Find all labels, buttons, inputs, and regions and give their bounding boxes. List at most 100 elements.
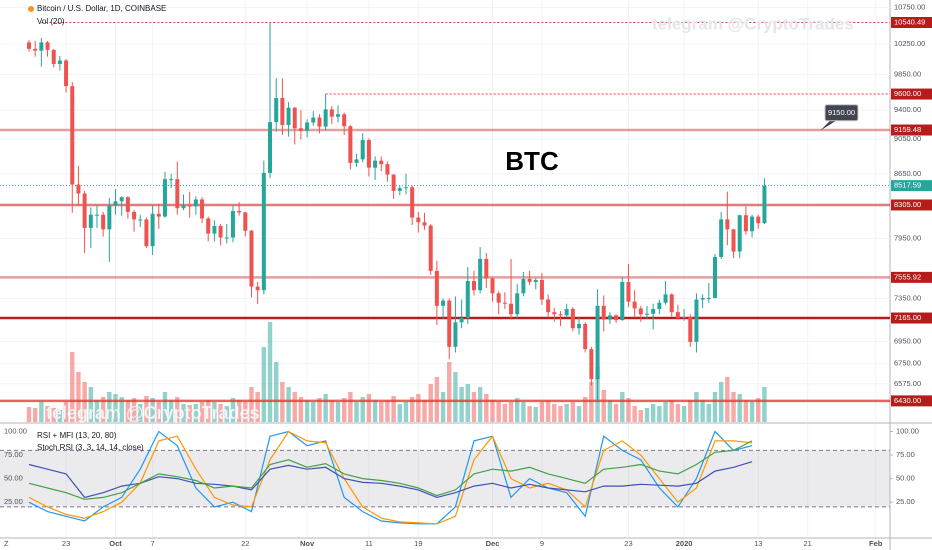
- volume-bar: [583, 397, 588, 422]
- indicator-tick-label: 75.00: [4, 450, 23, 459]
- price-tag-label: 9600.00: [894, 89, 921, 98]
- indicator-line: [28, 430, 753, 525]
- volume-bar: [545, 400, 551, 422]
- volume-bar: [113, 394, 118, 422]
- volume-bar: [484, 394, 489, 422]
- candle-body: [465, 280, 470, 319]
- last-price-tag-label: 8517.59: [894, 181, 921, 190]
- volume-bar: [564, 404, 569, 422]
- volume-bar: [156, 402, 161, 422]
- candle-body: [298, 128, 303, 131]
- candle-body: [57, 60, 62, 64]
- candle-body: [82, 193, 87, 228]
- candle-body: [280, 98, 285, 125]
- candle-body: [187, 205, 192, 207]
- indicator-line: [28, 461, 753, 499]
- candle-body: [706, 297, 711, 299]
- volume-bar: [335, 402, 341, 422]
- volume-bar: [502, 404, 508, 422]
- volume-bar: [150, 398, 155, 422]
- candle-body: [45, 42, 50, 50]
- volume-bar: [749, 402, 755, 422]
- candle-body: [94, 214, 99, 216]
- price-tag-label: 7165.00: [894, 313, 921, 322]
- y-tick-label: 10250.00: [894, 39, 925, 48]
- candle-body: [682, 316, 687, 319]
- volume-bar: [323, 394, 328, 422]
- candle-body: [336, 114, 340, 117]
- x-tick-label: Oct: [109, 539, 122, 548]
- candle-body: [583, 323, 588, 350]
- volume-bar: [558, 406, 563, 422]
- volume-bar: [212, 402, 217, 422]
- candle-body: [397, 188, 402, 191]
- candle-body: [218, 226, 223, 238]
- volume-bar: [731, 392, 736, 422]
- volume-bar: [224, 406, 229, 422]
- volume-bar: [422, 400, 427, 422]
- volume-bar: [465, 384, 470, 422]
- candle-body: [509, 303, 514, 315]
- volume-bar: [267, 322, 273, 422]
- volume-bar: [206, 400, 211, 422]
- volume-bar: [32, 408, 38, 422]
- candle-body: [274, 98, 279, 123]
- volume-bar: [447, 362, 452, 422]
- candle-body: [539, 279, 544, 300]
- y-tick-label: 10750.00: [894, 2, 925, 11]
- candle-body: [373, 160, 378, 168]
- candle-body: [366, 140, 371, 168]
- volume-bar: [650, 404, 656, 422]
- candle-body: [162, 179, 167, 217]
- candle-body: [230, 211, 235, 238]
- price-tag: [891, 395, 932, 407]
- indicator-tick-label: 75.00: [896, 450, 915, 459]
- candle-body: [305, 122, 310, 131]
- volume-bar: [570, 402, 576, 422]
- volume-bar: [743, 400, 749, 422]
- x-tick-label: Nov: [300, 539, 315, 548]
- volume-bar: [385, 400, 390, 422]
- volume-bar: [249, 387, 254, 422]
- y-tick-label: 6575.00: [894, 379, 921, 388]
- price-tag: [891, 124, 932, 136]
- indicator-tick-label: 50.00: [4, 474, 23, 483]
- candle-body: [552, 312, 557, 315]
- volume-bar: [626, 398, 631, 422]
- candle-body: [657, 302, 662, 309]
- volume-bar: [712, 392, 718, 422]
- candle-body: [311, 117, 316, 123]
- candle-body: [348, 126, 353, 163]
- candle-body: [601, 305, 606, 320]
- candle-body: [645, 313, 649, 315]
- candle-body: [292, 107, 297, 129]
- candle-body: [453, 322, 458, 347]
- candle-body: [88, 214, 93, 228]
- volume-bar: [663, 402, 668, 422]
- volume-bar: [490, 400, 495, 422]
- candle-body: [379, 160, 384, 165]
- volume-bar: [706, 404, 711, 422]
- candle-body: [620, 282, 625, 321]
- candle-body: [502, 302, 507, 304]
- x-tick-label: 7: [151, 539, 155, 548]
- volume-bar: [397, 404, 402, 422]
- volume-bar: [181, 404, 186, 422]
- price-tag-label: 7555.92: [894, 272, 921, 281]
- volume-bar: [756, 398, 761, 422]
- volume-bar: [354, 402, 359, 422]
- volume-bar: [94, 400, 100, 422]
- annotation: BTC: [505, 146, 559, 176]
- watermark: telegram @CryptoTrades: [46, 403, 260, 423]
- candle-body: [669, 294, 674, 313]
- candle-body: [731, 229, 736, 252]
- candle-body: [515, 293, 520, 315]
- price-tag: [891, 17, 932, 29]
- volume-bar: [236, 400, 242, 422]
- volume-bar: [428, 384, 433, 422]
- x-tick-label: 22: [241, 539, 249, 548]
- indicator-line: [28, 440, 753, 500]
- indicator-tick-label: 50.00: [896, 474, 915, 483]
- volume-bar: [57, 410, 63, 422]
- x-tick-label: 13: [754, 539, 762, 548]
